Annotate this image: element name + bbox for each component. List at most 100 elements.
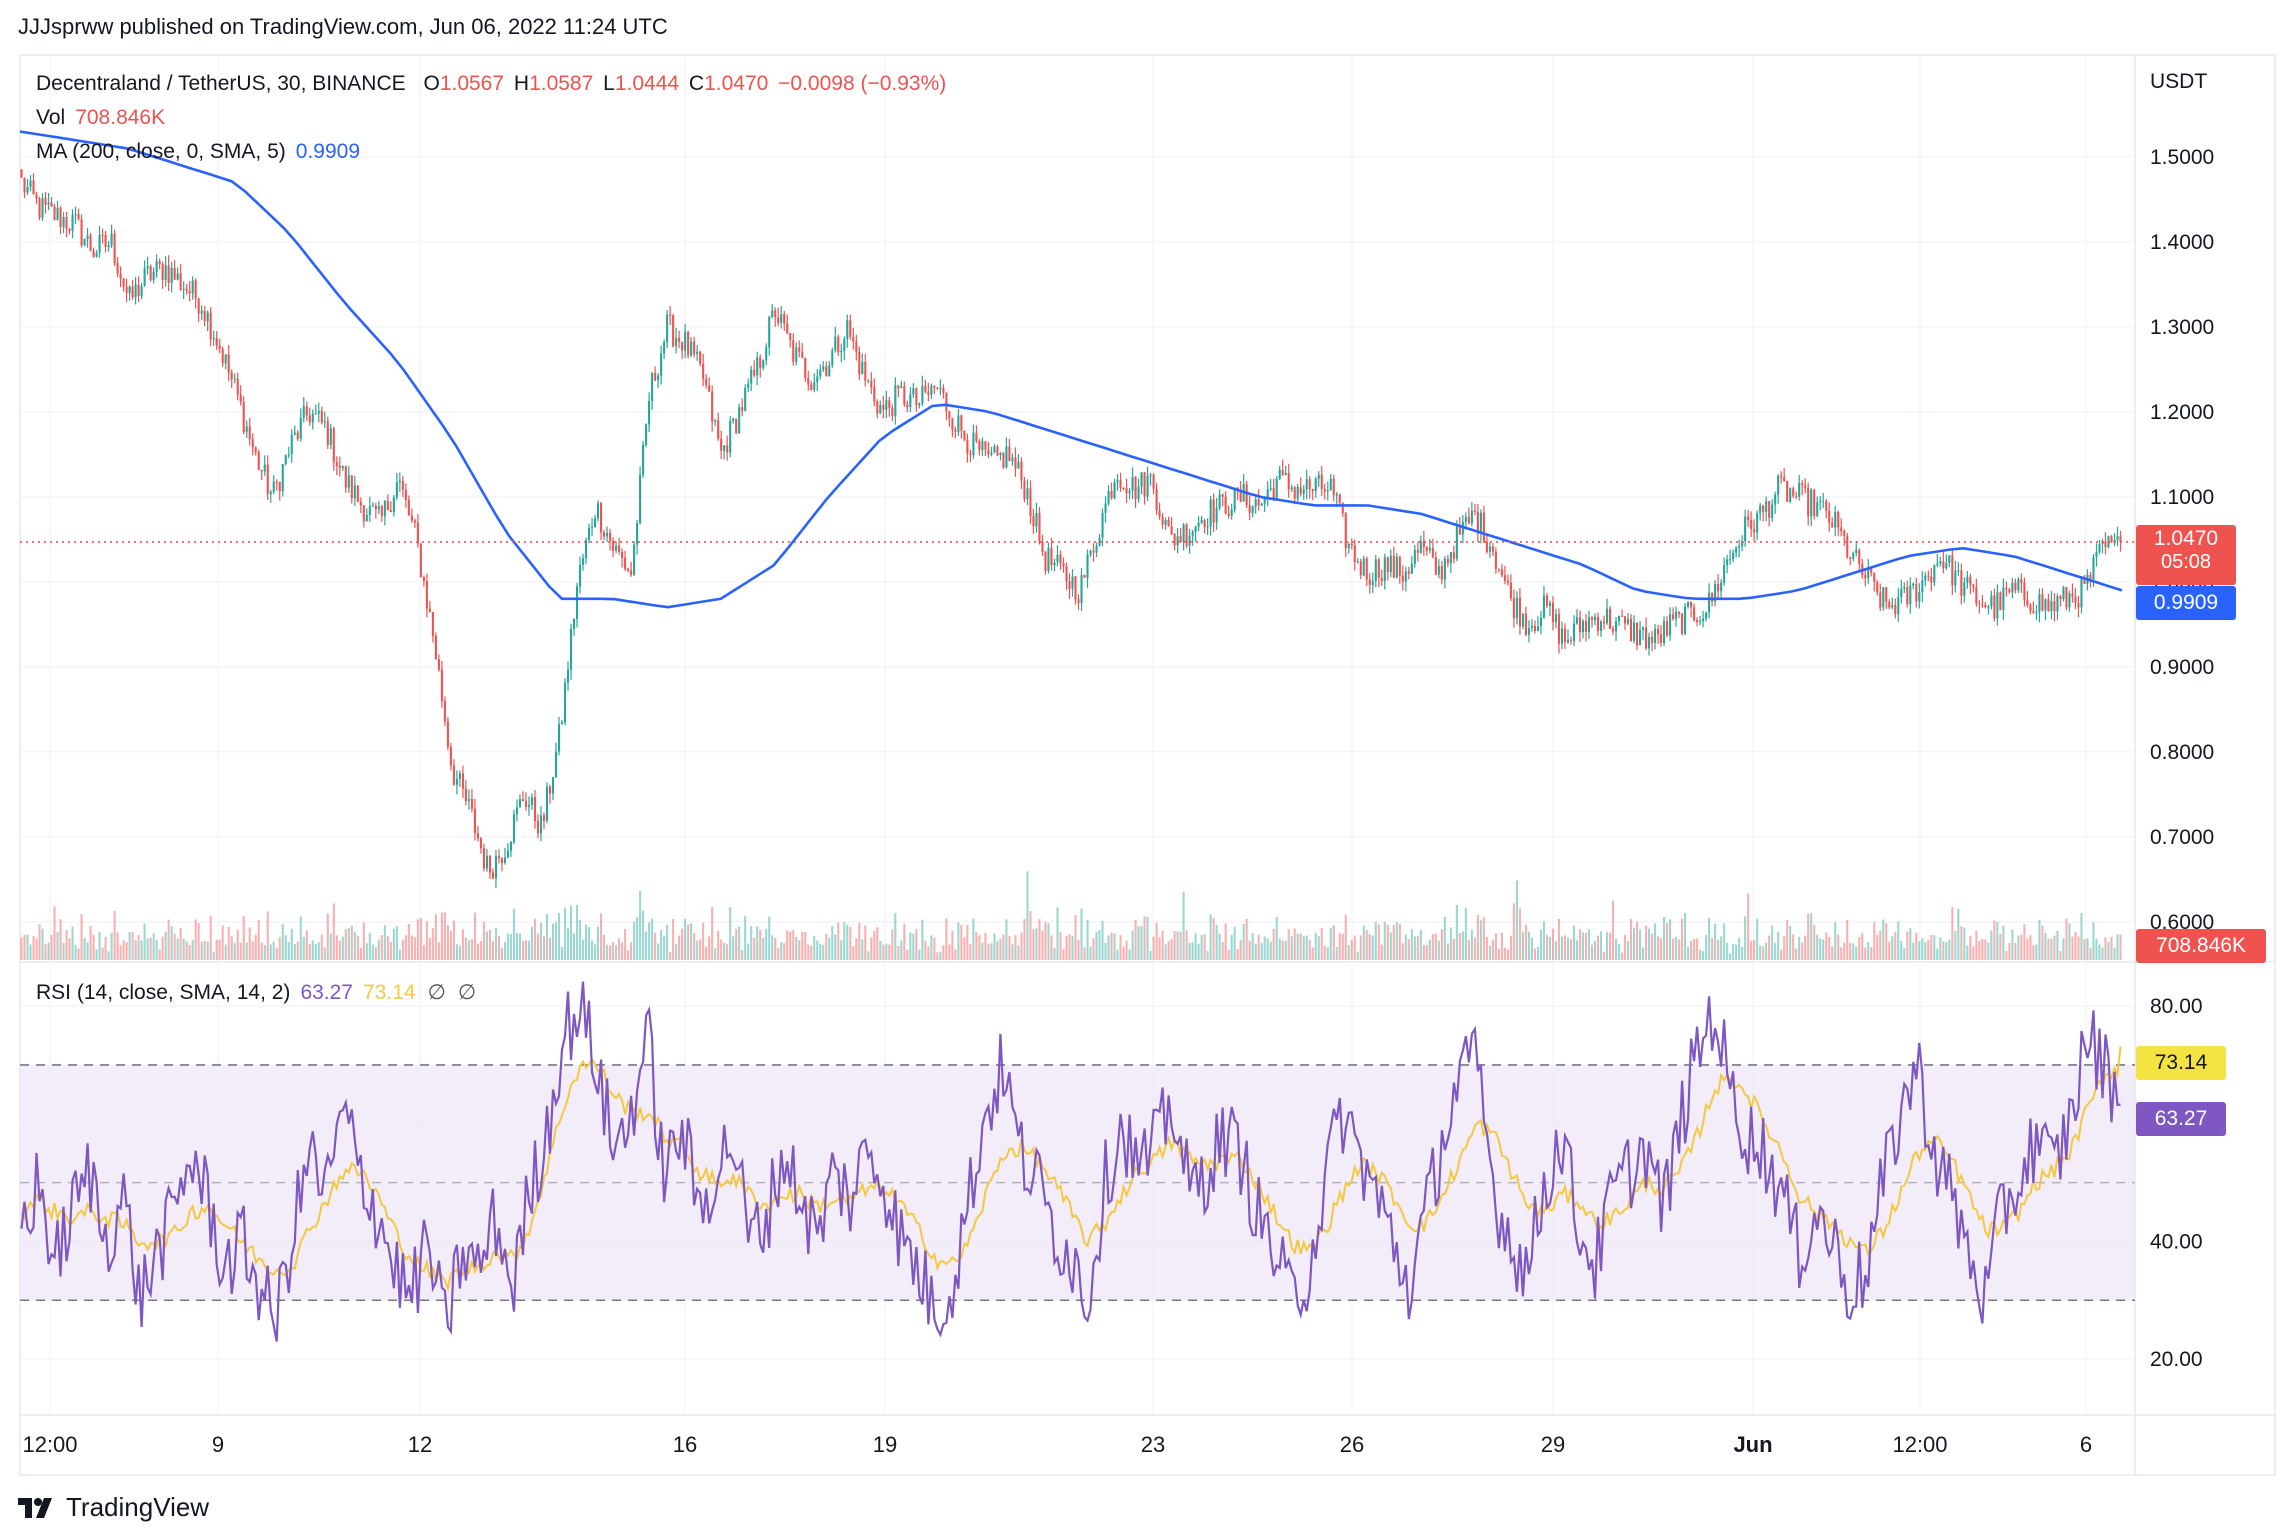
candle-body — [1966, 576, 1969, 583]
candle-body — [1095, 545, 1098, 553]
volume-bar — [798, 940, 801, 960]
volume-bar — [527, 940, 531, 960]
candle-body — [1629, 618, 1633, 641]
volume-bar — [1143, 916, 1146, 960]
volume-bar — [1389, 932, 1392, 960]
volume-bar — [266, 911, 269, 960]
candle-body — [1224, 496, 1227, 514]
tradingview-logo[interactable]: TradingView — [18, 1492, 209, 1523]
volume-bar — [1891, 936, 1894, 960]
time-tick-label: 26 — [1340, 1432, 1364, 1457]
volume-bar — [1906, 931, 1909, 960]
volume-bar — [678, 935, 681, 960]
volume-bar — [41, 928, 44, 960]
legend-rsi-label[interactable]: RSI (14, close, SMA, 14, 2) — [36, 981, 291, 1004]
volume-bar — [308, 943, 311, 960]
candle-body — [551, 777, 555, 794]
candle-body — [1005, 446, 1008, 468]
candle-body — [1981, 604, 1984, 606]
candle-body — [1936, 563, 1939, 566]
candle-body — [948, 411, 951, 419]
candle-body — [2017, 579, 2020, 591]
candle-body — [726, 445, 729, 453]
candle-body — [590, 527, 594, 529]
candle-body — [1828, 510, 1831, 523]
last-price-label: 1.0470 05:08 — [2136, 525, 2236, 585]
volume-bar — [1876, 934, 1879, 960]
candle-body — [2065, 587, 2068, 608]
legend-volume: Vol 708.846K — [36, 106, 169, 130]
volume-bar — [1629, 918, 1633, 960]
volume-bar — [786, 930, 789, 960]
chart-canvas[interactable]: 1.50001.40001.30001.20001.10001.00000.90… — [0, 0, 2292, 1480]
candle-body — [1584, 621, 1588, 632]
candle-body — [2044, 599, 2047, 611]
volume-bar — [2059, 951, 2062, 960]
candle-body — [227, 354, 230, 373]
legend-ma-label[interactable]: MA (200, close, 0, SMA, 5) — [36, 140, 286, 163]
candle-body — [335, 461, 338, 466]
volume-bar — [200, 941, 203, 960]
candle-body — [2077, 602, 2080, 608]
candle-body — [191, 280, 194, 294]
volume-bar — [140, 940, 143, 960]
candle-body — [1705, 612, 1708, 619]
volume-bar — [257, 919, 260, 960]
candle-body — [242, 401, 245, 433]
candle-body — [65, 216, 68, 229]
candlesticks — [20, 169, 2122, 889]
volume-bar — [1026, 871, 1029, 960]
legend-symbol[interactable]: Decentraland / TetherUS, 30, BINANCE — [36, 72, 406, 95]
candle-body — [1092, 550, 1095, 553]
volume-bar — [1945, 941, 1948, 960]
price-tick-label: 0.7000 — [2150, 826, 2214, 849]
volume-bar — [455, 944, 458, 960]
candle-body — [491, 872, 495, 879]
candle-body — [636, 523, 639, 545]
volume-bar — [1593, 940, 1597, 960]
volume-bar — [1810, 913, 1813, 960]
candle-body — [578, 564, 582, 587]
candle-body — [1876, 581, 1879, 593]
candle-body — [23, 177, 26, 193]
volume-bar — [1449, 927, 1452, 960]
time-tick-label: Jun — [1733, 1432, 1772, 1457]
volume-bar — [1584, 932, 1588, 960]
candle-body — [2089, 574, 2092, 580]
volume-bar — [1774, 942, 1777, 960]
candle-body — [1302, 489, 1305, 494]
volume-bar — [873, 931, 876, 960]
volume-bar — [684, 918, 687, 960]
volume-bar — [1711, 937, 1714, 960]
volume-bar — [720, 939, 723, 960]
last-price-value: 1.0470 — [2153, 527, 2219, 550]
candle-body — [575, 586, 579, 620]
candle-body — [1065, 566, 1068, 582]
candle-body — [194, 280, 197, 299]
volume-bar — [789, 931, 792, 960]
candle-body — [1533, 625, 1536, 631]
candle-body — [894, 385, 897, 417]
candle-body — [485, 855, 488, 869]
volume-bar — [128, 932, 131, 960]
candle-body — [1614, 621, 1618, 632]
legend-vol-label[interactable]: Vol — [36, 106, 66, 129]
volume-bar — [1641, 947, 1645, 960]
volume-bar — [38, 924, 41, 960]
volume-bar — [669, 952, 672, 960]
volume-bar — [630, 942, 633, 960]
volume-bar — [1323, 945, 1326, 960]
volume-bar — [1858, 937, 1861, 960]
volume-bar — [1071, 936, 1074, 960]
volume-bar — [1314, 932, 1317, 960]
candle-body — [1602, 621, 1606, 624]
candle-body — [2116, 536, 2119, 541]
volume-bar — [143, 923, 146, 960]
candle-body — [353, 485, 356, 499]
volume-bar — [1660, 938, 1663, 960]
price-tick-label: 1.3000 — [2150, 316, 2214, 339]
candle-body — [125, 286, 128, 293]
candle-body — [759, 357, 762, 368]
volume-bar — [338, 940, 341, 960]
candle-body — [1714, 584, 1717, 602]
